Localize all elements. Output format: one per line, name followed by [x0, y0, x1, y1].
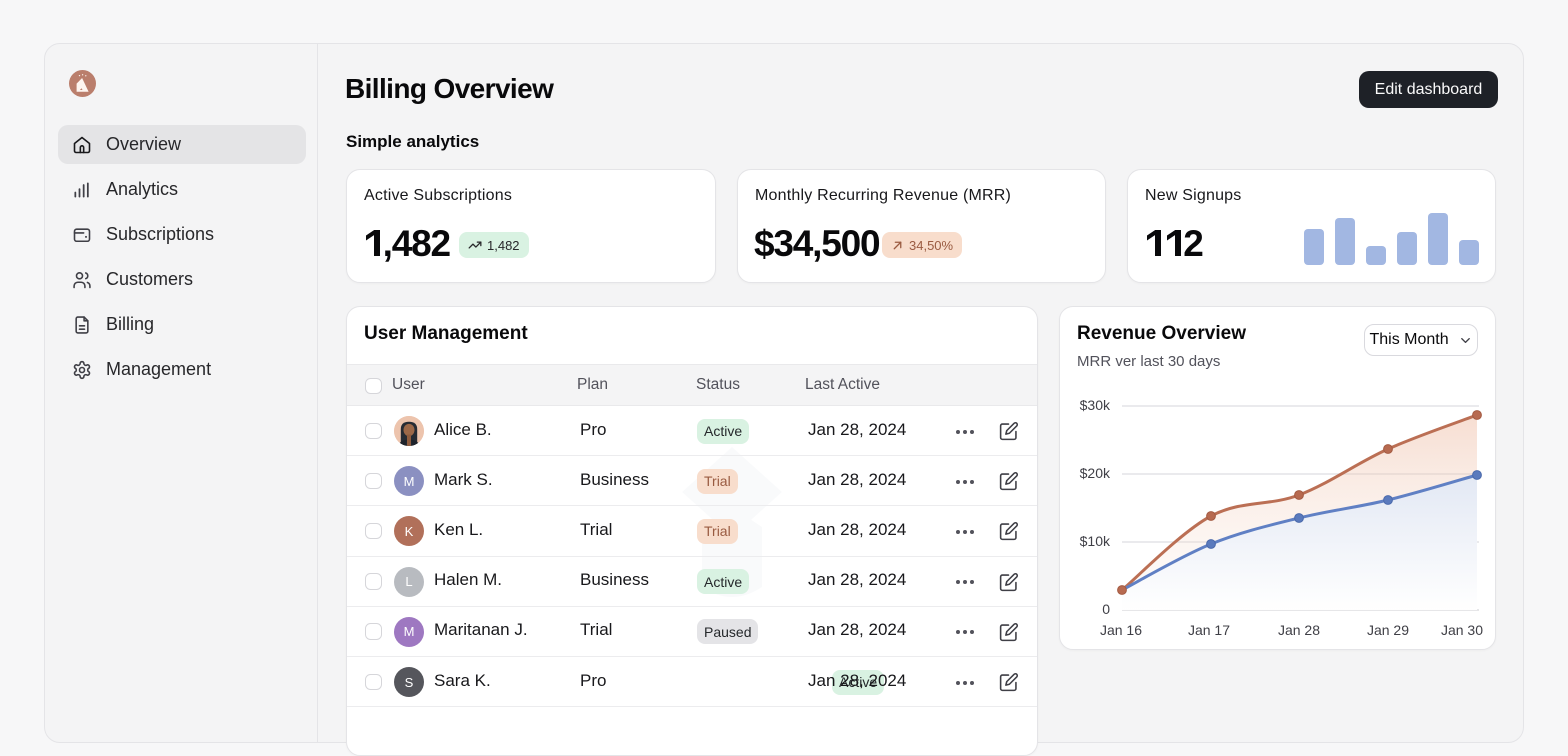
svg-text:$10k: $10k	[1080, 533, 1111, 549]
svg-text:Jan 28: Jan 28	[1278, 622, 1320, 638]
svg-text:Jan 30: Jan 30	[1441, 622, 1483, 638]
svg-text:$20k: $20k	[1080, 465, 1111, 481]
svg-text:$30k: $30k	[1080, 397, 1111, 413]
svg-text:Jan 29: Jan 29	[1367, 622, 1409, 638]
svg-text:0: 0	[1102, 601, 1110, 617]
svg-text:Jan 16: Jan 16	[1100, 622, 1142, 638]
svg-text:Jan 17: Jan 17	[1188, 622, 1230, 638]
